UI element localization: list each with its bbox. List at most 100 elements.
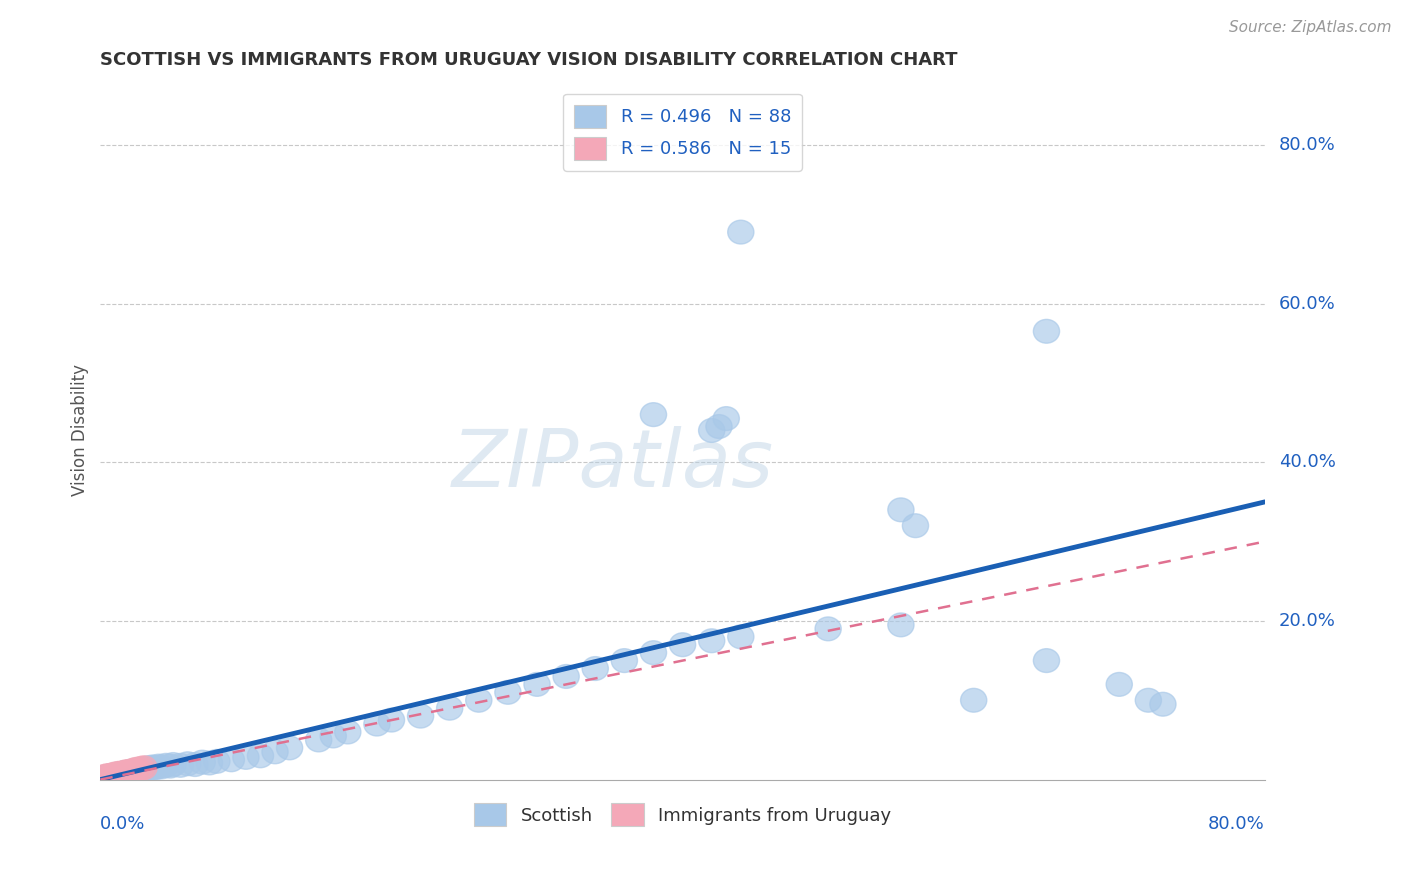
Ellipse shape [612,648,637,673]
Ellipse shape [107,763,132,787]
Ellipse shape [103,764,129,788]
Ellipse shape [114,762,139,785]
Text: 60.0%: 60.0% [1279,294,1336,312]
Y-axis label: Vision Disability: Vision Disability [72,365,89,497]
Ellipse shape [960,689,987,712]
Ellipse shape [262,740,288,764]
Ellipse shape [699,629,724,653]
Ellipse shape [112,761,138,784]
Ellipse shape [97,764,124,788]
Ellipse shape [135,756,162,780]
Ellipse shape [145,755,172,778]
Ellipse shape [131,756,157,780]
Ellipse shape [100,764,127,789]
Ellipse shape [110,762,135,785]
Ellipse shape [1150,692,1175,716]
Ellipse shape [108,762,134,786]
Ellipse shape [131,757,157,781]
Ellipse shape [167,754,194,777]
Ellipse shape [128,758,155,782]
Ellipse shape [364,712,389,736]
Ellipse shape [233,746,259,769]
Ellipse shape [138,756,165,780]
Ellipse shape [190,750,215,774]
Text: 80.0%: 80.0% [1208,814,1265,832]
Ellipse shape [94,765,121,789]
Ellipse shape [640,640,666,665]
Ellipse shape [98,764,125,788]
Ellipse shape [1107,673,1132,697]
Text: 40.0%: 40.0% [1279,453,1336,471]
Ellipse shape [903,514,928,538]
Ellipse shape [181,753,208,776]
Ellipse shape [465,689,492,712]
Ellipse shape [91,765,118,789]
Text: Source: ZipAtlas.com: Source: ZipAtlas.com [1229,20,1392,35]
Ellipse shape [132,756,159,780]
Ellipse shape [247,744,274,768]
Ellipse shape [1135,689,1161,712]
Ellipse shape [100,763,127,787]
Ellipse shape [101,762,128,786]
Ellipse shape [127,757,153,781]
Ellipse shape [117,760,142,783]
Ellipse shape [90,766,117,790]
Ellipse shape [128,756,155,780]
Ellipse shape [204,749,231,773]
Text: 20.0%: 20.0% [1279,612,1336,630]
Ellipse shape [104,762,131,786]
Ellipse shape [94,764,121,788]
Ellipse shape [142,756,169,780]
Ellipse shape [117,760,142,783]
Ellipse shape [139,755,166,779]
Ellipse shape [153,754,179,777]
Ellipse shape [1033,319,1060,343]
Ellipse shape [408,704,433,728]
Ellipse shape [121,760,148,783]
Ellipse shape [121,758,148,782]
Ellipse shape [524,673,550,697]
Ellipse shape [107,762,132,785]
Ellipse shape [111,762,136,785]
Ellipse shape [98,764,125,789]
Text: ZIPatlas: ZIPatlas [451,426,773,504]
Ellipse shape [582,657,609,681]
Ellipse shape [321,724,346,747]
Ellipse shape [1033,648,1060,673]
Ellipse shape [728,625,754,648]
Ellipse shape [669,632,696,657]
Ellipse shape [93,766,120,790]
Ellipse shape [437,697,463,720]
Ellipse shape [553,665,579,689]
Ellipse shape [124,758,150,782]
Ellipse shape [495,681,522,704]
Ellipse shape [97,764,124,789]
Ellipse shape [112,761,138,784]
Ellipse shape [218,747,245,772]
Ellipse shape [114,760,139,783]
Ellipse shape [134,757,160,781]
Ellipse shape [115,761,141,784]
Ellipse shape [378,708,405,732]
Ellipse shape [120,759,145,783]
Ellipse shape [110,762,135,785]
Ellipse shape [149,755,174,779]
Ellipse shape [104,763,131,787]
Ellipse shape [887,613,914,637]
Ellipse shape [122,759,149,783]
Ellipse shape [640,402,666,426]
Ellipse shape [124,757,150,781]
Ellipse shape [160,753,186,776]
Ellipse shape [815,617,841,640]
Ellipse shape [713,407,740,431]
Ellipse shape [94,764,121,789]
Ellipse shape [96,765,122,789]
Ellipse shape [125,759,152,783]
Ellipse shape [91,764,118,789]
Ellipse shape [104,762,131,786]
Ellipse shape [118,760,143,783]
Ellipse shape [728,220,754,244]
Ellipse shape [197,751,222,775]
Ellipse shape [706,415,733,438]
Ellipse shape [699,418,724,442]
